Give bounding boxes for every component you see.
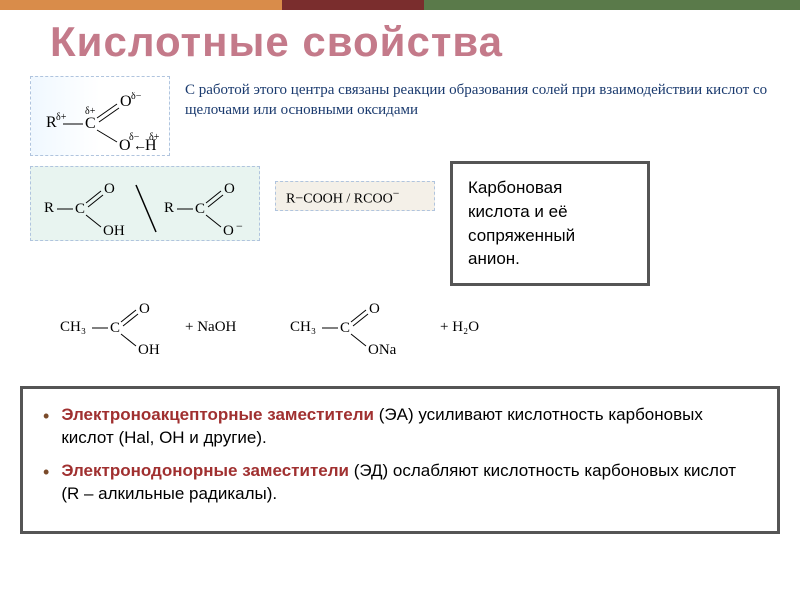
- bullet-1-text: Электроноакцепторные заместители (ЭА) ус…: [61, 404, 757, 450]
- label-c3: C: [195, 201, 205, 217]
- bullet-1: • Электроноакцепторные заместители (ЭА) …: [43, 404, 757, 450]
- r-o-2t: O: [369, 301, 380, 317]
- bullet-2-emphasis: Электронодонорные заместители: [61, 461, 349, 480]
- label-o3b: O: [223, 223, 234, 237]
- bar-segment-maroon: [282, 0, 423, 10]
- row-1: R δ+ C δ+ O δ− O δ− ← H δ+ С работой это…: [30, 76, 770, 156]
- r-o-1t: O: [139, 301, 150, 317]
- label-c2: C: [75, 201, 85, 217]
- label-delta-plus-1: δ+: [56, 112, 67, 123]
- r-plus-1: + NaOH: [185, 319, 237, 335]
- row-reaction: CH₃ C O OH + NaOH CH₃ C O ONa + H₂O: [30, 296, 770, 376]
- rcooh-minus: −: [393, 187, 400, 200]
- summary-box: • Электроноакцепторные заместители (ЭА) …: [20, 386, 780, 534]
- bullet-1-emphasis: Электроноакцепторные заместители: [61, 405, 374, 424]
- label-r3: R: [164, 200, 174, 216]
- r-c-2: C: [340, 320, 350, 336]
- rcooh-label: R−COOH / RCOO: [286, 192, 393, 207]
- label-oh2: OH: [103, 223, 125, 237]
- r-ch3-1: CH₃: [60, 319, 86, 335]
- anion-line-2: кислота и её: [468, 200, 632, 224]
- bullet-2-text: Электронодонорные заместители (ЭД) ослаб…: [61, 460, 757, 506]
- top-color-bar: [0, 0, 800, 10]
- r-c-1: C: [110, 320, 120, 336]
- blue-caption: С работой этого центра связаны реакции о…: [185, 76, 770, 156]
- label-o3t: O: [224, 181, 235, 197]
- label-delta-minus-1: δ−: [131, 92, 142, 102]
- formula-acid-anion-pair: R C O OH R C O O −: [30, 166, 260, 241]
- r-ch3-2: CH₃: [290, 319, 316, 335]
- bullet-dot-icon: •: [43, 404, 49, 450]
- bar-segment-green: [424, 0, 800, 10]
- anion-caption-box: Карбоновая кислота и её сопряженный анио…: [450, 161, 650, 286]
- anion-line-1: Карбоновая: [468, 176, 632, 200]
- r-ona: ONa: [368, 342, 397, 356]
- label-c: C: [85, 115, 96, 132]
- row-2: R C O OH R C O O − R−COOH / RCOO: [30, 166, 770, 286]
- anion-line-3: сопряженный: [468, 224, 632, 248]
- label-minus3: −: [236, 219, 243, 233]
- label-delta-plus-3: δ+: [149, 132, 160, 143]
- anion-line-4: анион.: [468, 247, 632, 271]
- bullet-2: • Электронодонорные заместители (ЭД) осл…: [43, 460, 757, 506]
- bar-segment-orange: [0, 0, 282, 10]
- page-title: Кислотные свойства: [0, 10, 800, 76]
- r-oh-1: OH: [138, 342, 160, 356]
- label-o-top: O: [120, 93, 132, 110]
- label-o2t: O: [104, 181, 115, 197]
- label-delta-plus-2: δ+: [85, 106, 96, 117]
- label-r2: R: [44, 200, 54, 216]
- r-h2o: + H₂O: [440, 319, 479, 335]
- bullet-dot-icon: •: [43, 460, 49, 506]
- formula-carboxyl-structure: R δ+ C δ+ O δ− O δ− ← H δ+: [30, 76, 170, 156]
- formula-rcooh-text: R−COOH / RCOO−: [275, 181, 435, 211]
